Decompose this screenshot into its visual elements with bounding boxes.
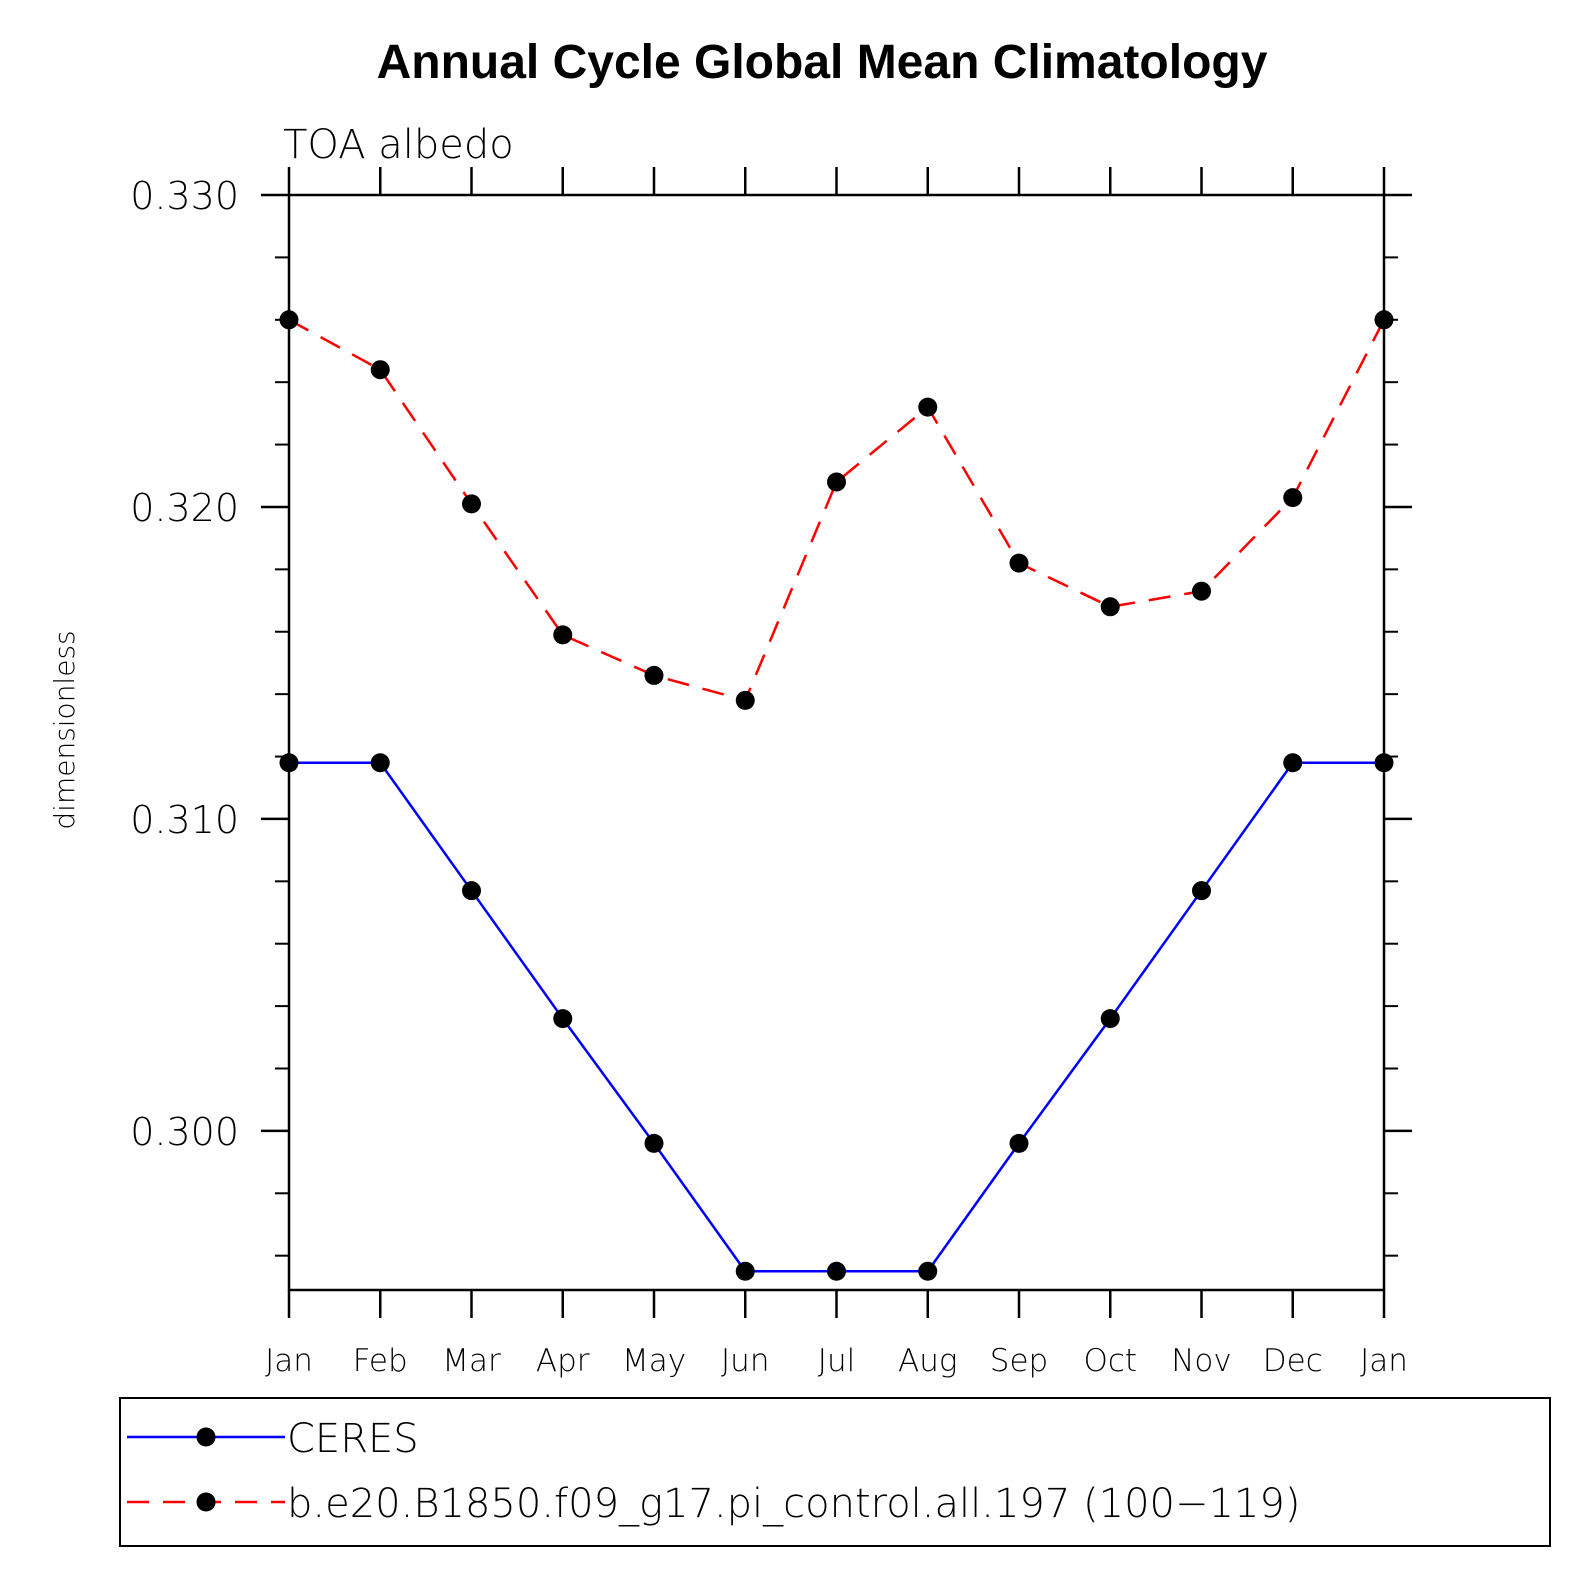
x-tick-label: Nov [1171,1343,1232,1379]
legend-box [119,1397,1551,1547]
series-1-point [370,753,390,773]
legend: CERES b.e20.B1850.f09_g17.pi_control.all.… [119,1397,1551,1547]
x-tick-label: Jul [818,1343,855,1379]
x-tick-label: Mar [442,1343,501,1379]
series-layer [279,310,1394,1281]
y-tick-label: 0.300 [130,1110,239,1154]
series-2-point [827,472,846,492]
series-1-point [1192,881,1211,901]
legend-label-2: b.e20.B1850.f09_g17.pi_control.all.197 (… [287,1481,1300,1527]
x-tick-label: Feb [353,1343,408,1379]
series-2-point [553,625,573,645]
series-2-point [1009,553,1029,573]
x-tick-label: Jan [265,1343,313,1379]
chart-subtitle: TOA albedo [283,122,514,168]
plot-axes: Jan Feb Mar Apr May Jun Jul Aug Sep Oct Nov Dec Jan 0… [130,167,1412,1379]
x-tick-label: May [622,1343,686,1379]
y-tick-label: 0.320 [130,486,239,530]
series-1-point [735,1261,755,1281]
series-2-point [1192,581,1211,601]
series-1-point [644,1133,664,1153]
series-1-point [827,1261,846,1281]
series-1-point [279,753,299,773]
series-1-point [1009,1133,1029,1153]
series-2-point [1374,310,1394,330]
series-1-point [918,1261,938,1281]
series-2-point [279,310,299,330]
plot-frame [287,193,1386,1292]
series-1-point [1283,753,1303,773]
x-tick-label: Sep [990,1343,1048,1379]
x-tick-label: Oct [1083,1343,1137,1379]
x-tick-label: Dec [1263,1343,1323,1379]
series-2-point [735,690,755,710]
y-axis-label: dimensionless [48,630,81,829]
series-1-point [1100,1009,1120,1029]
series-2-point [462,494,481,514]
series-line-2 [288,318,1386,702]
legend-label-1: CERES [287,1416,419,1462]
series-2-point [918,397,938,417]
series-2-point [1283,488,1303,508]
chart-title: Annual Cycle Global Mean Climatology [377,36,1268,89]
series-2-point [644,665,664,685]
series-1-point [462,881,481,901]
series-1-point [1374,753,1394,773]
series-2-point [370,360,390,380]
y-tick-label: 0.330 [130,174,239,218]
legend-marker-1 [196,1427,216,1447]
x-tick-label: Apr [536,1343,590,1379]
x-tick-label: Jun [721,1343,769,1379]
legend-marker-2 [196,1492,216,1512]
x-tick-label: Aug [898,1343,957,1379]
series-line-1 [289,761,1384,1273]
series-2-point [1100,597,1120,617]
series-1-point [553,1009,573,1029]
y-tick-label: 0.310 [130,798,239,842]
x-tick-label: Jan [1360,1343,1408,1379]
